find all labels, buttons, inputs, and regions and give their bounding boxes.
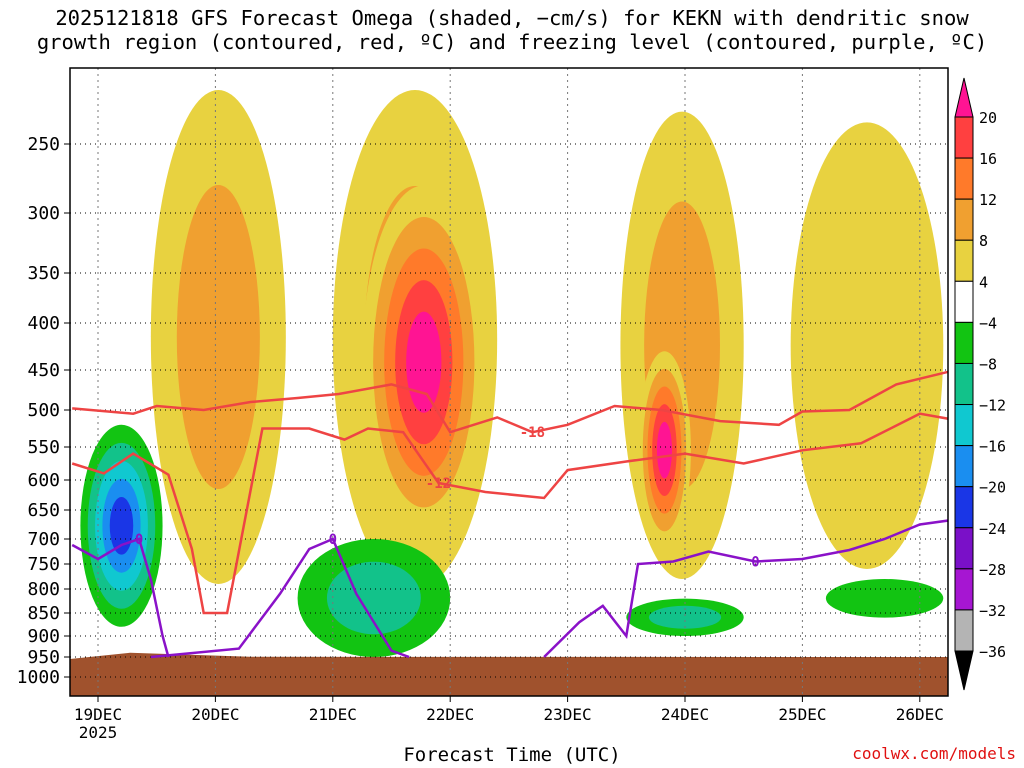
title-line-1: 2025121818 GFS Forecast Omega (shaded, −… [55,6,969,30]
omega-cell-5-4 [656,421,673,479]
colorbar-label-4: 4 [979,273,988,291]
colorbar-label-2: 12 [979,191,997,209]
x-tick-label-22DEC: 22DEC [426,705,474,724]
colorbar-bin-12 [954,609,974,652]
colorbar-label-9: −20 [979,479,1006,497]
omega-cell-1-1 [176,185,260,489]
colorbar-bin-1 [954,157,974,200]
x-tick-label-21DEC: 21DEC [309,705,357,724]
axes: 2503003504004505005506006507007508008509… [17,67,949,742]
colorbar-bin-10 [954,527,974,570]
colorbar-under-triangle [954,650,974,691]
colorbar-label-8: −16 [979,438,1006,456]
colorbar-label-11: −28 [979,561,1006,579]
y-tick-label-950: 950 [27,647,60,668]
x-tick-label-19DEC: 19DEC [74,705,122,724]
colorbar-bin-3 [954,239,974,282]
y-tick-label-700: 700 [27,529,60,550]
freezing-contour-label-1: 0 [329,532,337,548]
y-tick-label-600: 600 [27,470,60,491]
freezing-contour-label-0: 0 [135,532,143,548]
freezing-contour-1 [150,537,410,659]
ground-layer [70,652,948,696]
colorbar-bin-6 [954,362,974,406]
x-tick-label-25DEC: 25DEC [778,705,826,724]
omega-shading [80,90,944,657]
freezing-contour-label-2: 0 [751,555,759,571]
omega-cell-9-1 [648,605,722,629]
colorbar-label-7: −12 [979,397,1006,415]
colorbar-label-12: −32 [979,602,1006,620]
x-tick-label-26DEC: 26DEC [896,705,944,724]
omega-cell-3-4 [406,311,442,413]
x-axis-label: Forecast Time (UTC) [403,744,621,766]
y-tick-label-800: 800 [27,579,60,600]
freezing-contour-0 [71,537,170,658]
x-tick-label-20DEC: 20DEC [191,705,239,724]
colorbar-bin-4 [954,280,974,323]
omega-cell-7-4 [109,496,134,555]
y-tick-label-850: 850 [27,603,60,624]
omega-cell-6-0 [790,122,944,569]
colorbar-label-1: 16 [979,150,997,168]
contour-lines: -18 -12 0 0 0 [71,370,948,659]
colorbar-label-3: 8 [979,232,988,250]
y-tick-label-300: 300 [27,203,60,224]
colorbar: 20 16 12 8 4 −4 −8 −12 −16 −20 −24 −28 −32 −36 [954,77,1006,691]
y-tick-label-250: 250 [27,134,60,155]
y-tick-label-350: 350 [27,263,60,284]
colorbar-bin-0 [954,116,974,159]
y-tick-label-900: 900 [27,626,60,647]
credit-link[interactable]: coolwx.com/models [852,744,1016,763]
colorbar-bin-9 [954,486,974,529]
freezing-contour-2 [543,519,948,658]
colorbar-label-0: 20 [979,109,997,127]
colorbar-bin-2 [954,198,974,241]
x-tick-sublabel-19DEC: 2025 [79,723,118,742]
y-tick-label-500: 500 [27,400,60,421]
title-line-2: growth region (contoured, red, ºC) and f… [36,30,988,54]
y-tick-label-1000: 1000 [17,667,60,688]
y-tick-label-750: 750 [27,554,60,575]
colorbar-over-triangle [954,77,974,118]
y-tick-label-400: 400 [27,313,60,334]
x-tick-label-23DEC: 23DEC [544,705,592,724]
colorbar-label-6: −8 [979,355,997,373]
dendritic-contour-label-1: -12 [426,476,451,492]
colorbar-label-5: −4 [979,314,997,332]
ground-surface [70,652,948,696]
colorbar-bin-8 [954,445,974,488]
chart-title: 2025121818 GFS Forecast Omega (shaded, −… [0,6,1024,54]
colorbar-label-10: −24 [979,520,1006,538]
dendritic-contour-label-0: -18 [520,425,545,441]
colorbar-bin-11 [954,568,974,611]
dendritic-contour-0 [72,370,948,434]
colorbar-label-13: −36 [979,643,1006,661]
y-tick-label-550: 550 [27,437,60,458]
grid-lines [70,68,948,696]
y-tick-label-650: 650 [27,500,60,521]
dendritic-contour-1 [71,412,948,615]
colorbar-bin-7 [954,404,974,447]
x-tick-label-24DEC: 24DEC [661,705,709,724]
omega-cell-10-0 [825,579,944,618]
colorbar-bin-5 [954,321,974,364]
plot-frame [69,67,949,697]
y-tick-label-450: 450 [27,360,60,381]
